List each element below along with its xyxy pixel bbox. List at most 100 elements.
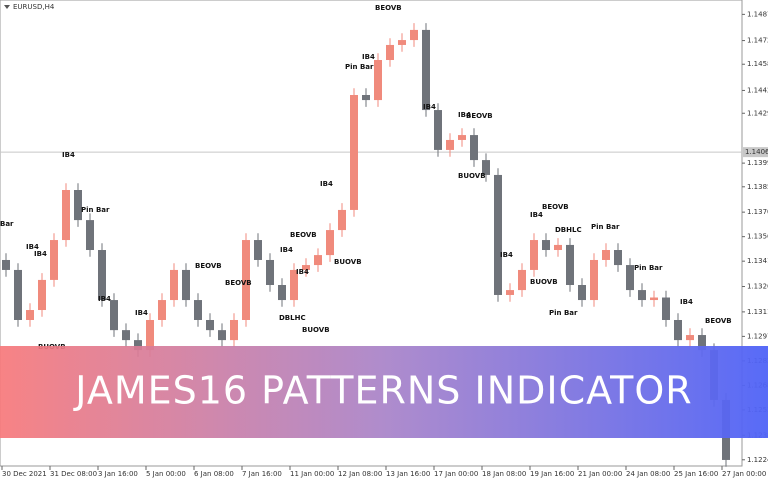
pattern-label: Pin Bar xyxy=(591,223,620,231)
x-tick-label: 7 Jan 16:00 xyxy=(242,470,282,478)
candle-body xyxy=(638,290,646,301)
x-tick-label: 5 Jan 00:00 xyxy=(146,470,186,478)
x-tick-label: 17 Jan 00:00 xyxy=(434,470,478,478)
symbol-label: EURUSD,H4 xyxy=(13,3,55,11)
candle-body xyxy=(254,240,262,260)
pattern-label: IB4 xyxy=(680,298,693,306)
x-tick-label: 27 Jan 00:00 xyxy=(722,470,766,478)
pattern-label: Pin Bar xyxy=(345,63,374,71)
x-tick-label: 13 Jan 16:00 xyxy=(386,470,430,478)
pattern-label: IB4 xyxy=(135,309,148,317)
candle-body xyxy=(278,285,286,301)
candle-body xyxy=(350,95,358,210)
candle-body xyxy=(242,240,250,320)
candle-body xyxy=(506,290,514,295)
pattern-label: IB4 xyxy=(423,103,436,111)
pattern-label: BUOVB xyxy=(458,172,486,180)
candle-body xyxy=(662,297,670,320)
x-tick-label: 12 Jan 08:00 xyxy=(338,470,382,478)
symbol-menu-icon[interactable] xyxy=(4,5,10,9)
x-tick-label: 19 Jan 16:00 xyxy=(530,470,574,478)
y-tick-label: 1.13115 xyxy=(747,308,768,316)
candle-body xyxy=(26,310,34,320)
pattern-label: IB4 xyxy=(362,53,375,61)
pattern-label: IB4 xyxy=(62,151,75,159)
pattern-label: IB4 xyxy=(320,180,333,188)
y-tick-label: 1.13560 xyxy=(747,233,768,241)
candle-body xyxy=(398,40,406,45)
pattern-label: IB4 xyxy=(34,250,47,258)
candle-body xyxy=(686,335,694,341)
pattern-label: BUOVB xyxy=(530,278,558,286)
candle-body xyxy=(50,240,58,280)
y-tick-label: 1.13265 xyxy=(747,283,768,291)
pattern-label: IB4 xyxy=(296,268,309,276)
candle-body xyxy=(2,259,10,270)
x-tick-label: 3 Jan 16:00 xyxy=(98,470,138,478)
x-tick-label: 6 Jan 08:00 xyxy=(194,470,234,478)
candle-body xyxy=(482,160,490,175)
candle-body xyxy=(422,29,430,111)
candle-body xyxy=(698,335,706,351)
candle-body xyxy=(578,285,586,301)
candle-body xyxy=(86,220,94,251)
pattern-label: BEOVB xyxy=(195,262,222,270)
candle-body xyxy=(62,190,70,241)
pattern-label: Pin Bar xyxy=(634,264,663,272)
candle-body xyxy=(542,240,550,251)
candle-body xyxy=(290,269,298,301)
x-tick-label: 21 Jan 00:00 xyxy=(578,470,622,478)
candle-body xyxy=(554,244,562,251)
candle-body xyxy=(98,250,106,301)
candle-body xyxy=(518,269,526,291)
candle-body xyxy=(494,174,502,295)
candle-body xyxy=(74,190,82,221)
candle-body xyxy=(266,259,274,285)
pattern-label: IB4 xyxy=(530,211,543,219)
pattern-label: Pin Bar xyxy=(549,309,578,317)
current-price-box xyxy=(743,147,768,158)
pattern-label: IB4 xyxy=(500,251,513,259)
candle-body xyxy=(338,209,346,231)
candle-body xyxy=(230,319,238,341)
banner-title: JAMES16 PATTERNS INDICATOR xyxy=(73,369,692,413)
x-tick-label: 18 Jan 08:00 xyxy=(482,470,526,478)
candle-body xyxy=(530,240,538,270)
pattern-label: DBHLC xyxy=(555,226,582,234)
candle-body xyxy=(470,135,478,161)
pattern-label: BUOVB xyxy=(334,258,362,266)
pattern-label: DBLHC xyxy=(279,314,306,322)
candle-body xyxy=(434,110,442,150)
candle-body xyxy=(362,95,370,101)
candle-body xyxy=(458,135,466,140)
x-tick-label: 11 Jan 00:00 xyxy=(290,470,334,478)
candle-body xyxy=(38,279,46,311)
y-tick-label: 1.13855 xyxy=(747,183,768,191)
y-tick-label: 1.14580 xyxy=(747,60,768,68)
candle-body xyxy=(122,330,130,341)
pattern-label: BEOVB xyxy=(466,112,493,120)
y-tick-label: 1.13995 xyxy=(747,159,768,167)
pattern-label: BUOVB xyxy=(302,326,330,334)
candle-body xyxy=(386,44,394,61)
pattern-label: BEOVB xyxy=(290,231,317,239)
candle-body xyxy=(590,259,598,301)
pattern-label: IB4 xyxy=(26,243,39,251)
candle-body xyxy=(110,300,118,331)
candle-body xyxy=(566,244,574,285)
candle-body xyxy=(446,139,454,150)
candle-body xyxy=(146,319,154,351)
banner-background xyxy=(0,346,768,438)
x-tick-label: 31 Dec 08:00 xyxy=(50,470,97,478)
current-price-label: 1.14060 xyxy=(745,148,768,156)
pattern-label: BEOVB xyxy=(375,4,402,12)
y-tick-label: 1.12970 xyxy=(747,332,768,340)
pattern-label: IB4 xyxy=(98,295,111,303)
y-tick-label: 1.14290 xyxy=(747,109,768,117)
candle-body xyxy=(326,230,334,256)
banner: JAMES16 PATTERNS INDICATOR xyxy=(0,346,768,438)
candle-body xyxy=(182,269,190,301)
candle-body xyxy=(410,29,418,41)
